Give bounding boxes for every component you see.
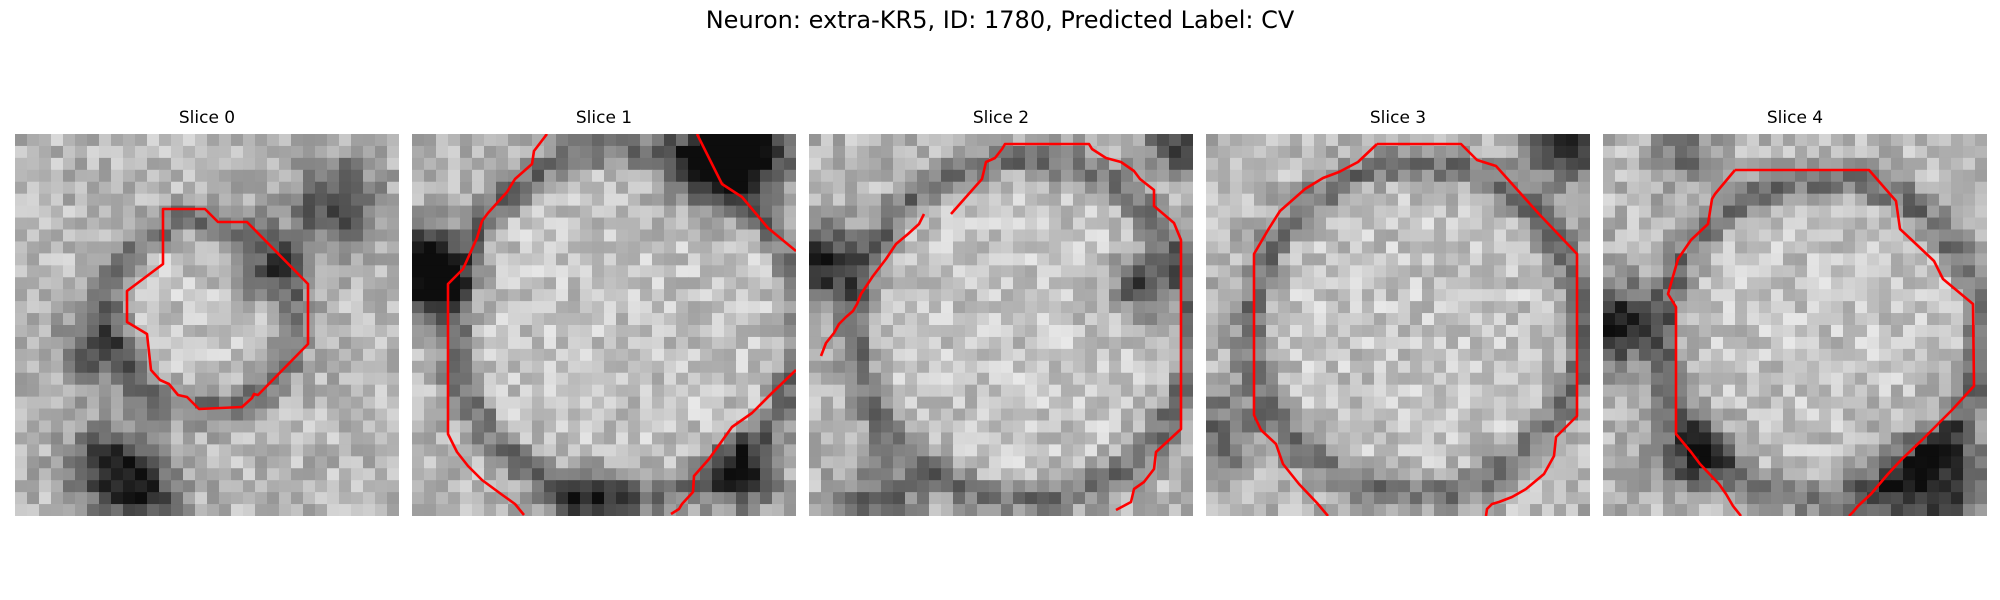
pixel-grid — [15, 134, 399, 516]
pixel-grid — [1603, 134, 1987, 516]
slice-2-svg — [809, 134, 1193, 516]
slice-3-image — [1206, 134, 1590, 516]
contour-line-0 — [950, 142, 1183, 512]
contour-line-0 — [1735, 168, 1976, 516]
slice-4-image — [1603, 134, 1987, 516]
slice-1-image — [412, 134, 796, 516]
slice-0-image — [15, 134, 399, 516]
slice-0-title: Slice 0 — [178, 108, 236, 128]
figure-title: Neuron: extra-KR5, ID: 1780, Predicted L… — [705, 6, 1295, 34]
slice-3-title: Slice 3 — [1369, 108, 1427, 128]
contour-line-1 — [1666, 169, 1743, 516]
pixel-grid — [809, 134, 1193, 516]
slice-1-svg — [412, 134, 796, 516]
contour-line-0 — [446, 134, 549, 516]
contour-line-1 — [695, 134, 796, 253]
slice-1-title: Slice 1 — [575, 108, 633, 128]
pixel-grid — [412, 134, 796, 516]
slice-4-title: Slice 4 — [1766, 108, 1824, 128]
slice-3-svg — [1206, 134, 1590, 516]
contour-line-0 — [1377, 142, 1579, 516]
slice-2-image — [809, 134, 1193, 516]
slice-0-svg — [15, 134, 399, 516]
pixel-grid — [1206, 134, 1590, 516]
slice-2-title: Slice 2 — [972, 108, 1030, 128]
contour-line-1 — [1252, 143, 1378, 516]
contour-line-1 — [819, 213, 926, 357]
contour-line-0 — [125, 207, 310, 411]
slice-4-svg — [1603, 134, 1987, 516]
contour-line-2 — [670, 369, 796, 516]
